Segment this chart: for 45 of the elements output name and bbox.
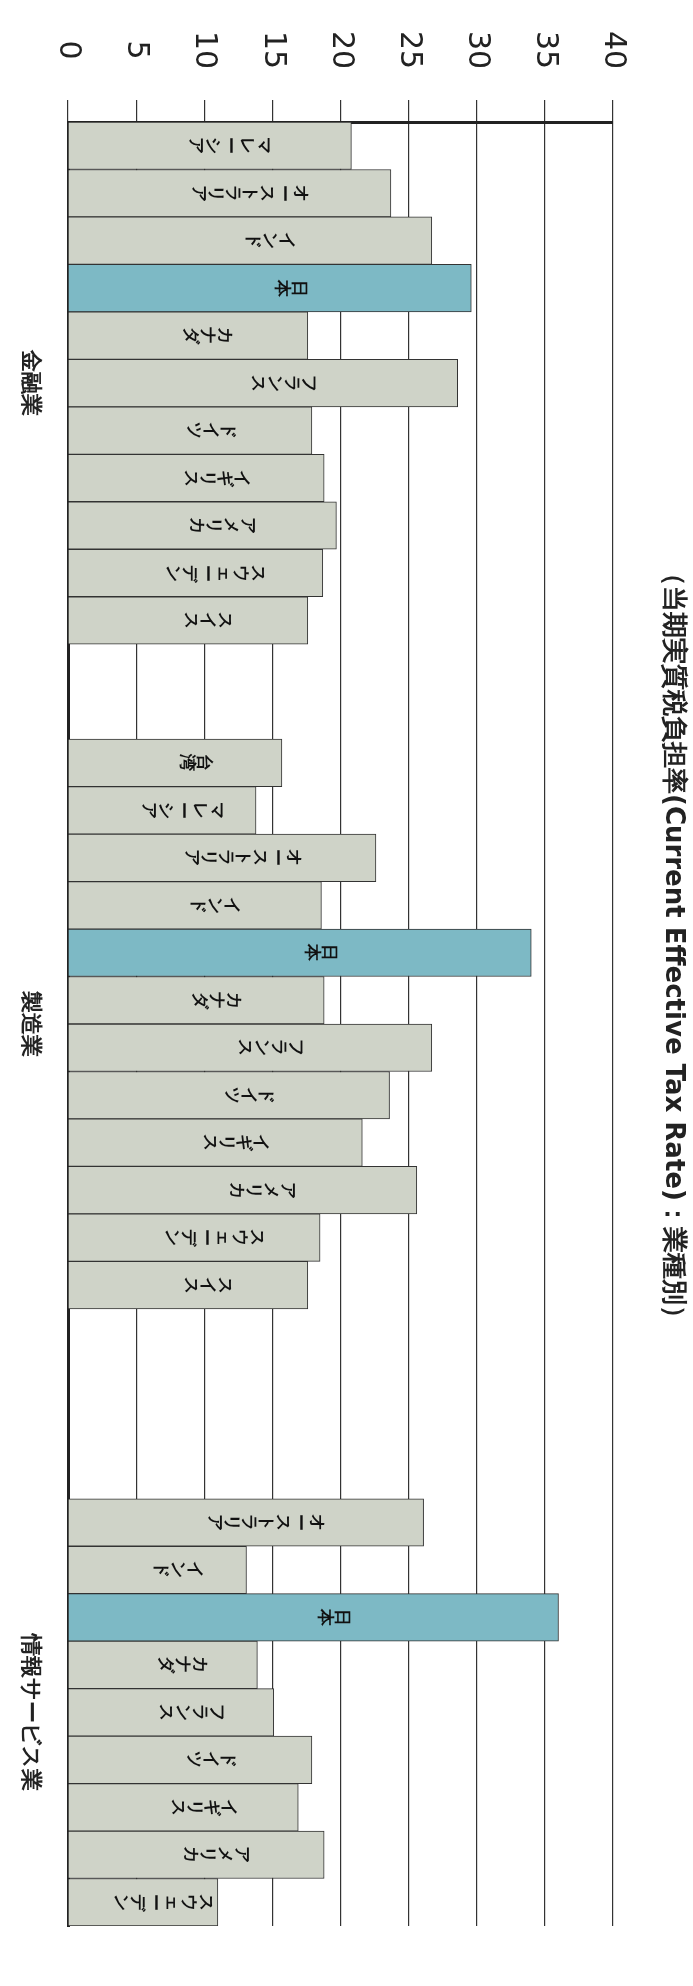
y-tick-label: オーストラリア [206, 1513, 329, 1531]
y-tick-label: フランス [235, 1039, 307, 1057]
y-tick-label: オーストラリア [190, 184, 313, 202]
y-tick-label: スウェーデン [163, 1229, 269, 1249]
text: 金融業 [19, 349, 45, 417]
y-tick-label: ドイツ [223, 1086, 278, 1104]
y-tick-label: スウェーデン [112, 1893, 218, 1913]
x-tick-label: 30 [461, 30, 497, 70]
x-tick-label: 15 [257, 30, 293, 70]
y-tick-label: インド [189, 896, 244, 914]
y-tick-label: 日本 [272, 278, 310, 298]
y-tick-label: アメリカ [228, 1181, 300, 1199]
x-tick-label: 20 [325, 30, 361, 70]
y-tick-label: マレーシア [139, 801, 228, 819]
text: 製造業 [19, 990, 45, 1057]
x-tick-label: 25 [393, 30, 429, 70]
y-tick-label: フランス [248, 374, 320, 392]
y-tick-label: スウェーデン [164, 564, 270, 584]
y-tick-label: フランス [156, 1703, 228, 1721]
y-tick-label: アメリカ [182, 1846, 254, 1864]
y-tick-label: カナダ [182, 327, 237, 346]
x-tick-label: 35 [530, 30, 566, 70]
x-tick-label: 10 [189, 30, 225, 70]
y-tick-label: スイス [182, 1276, 237, 1294]
y-tick-label: インド [244, 232, 299, 250]
text: （当期実質税負担率(Current Effective Tax Rate)：業種別） [659, 560, 691, 1333]
y-tick-label: オーストラリア [182, 849, 305, 867]
y-tick-label: イギリス [169, 1798, 241, 1817]
y-tick-label: アメリカ [188, 517, 260, 535]
y-tick-label: カナダ [157, 1656, 212, 1675]
y-tick-label: カナダ [190, 991, 245, 1010]
y-tick-label: 日本 [302, 943, 340, 963]
y-tick-label: マレーシア [187, 137, 276, 155]
y-tick-label: スイス [182, 611, 237, 629]
x-tick-label: 0 [53, 40, 89, 60]
y-tick-label: インド [151, 1561, 206, 1579]
y-tick-label: イギリス [201, 1134, 273, 1153]
y-tick-label: 台湾 [178, 753, 216, 772]
y-tick-label: 日本 [316, 1607, 354, 1627]
x-tick-label: 40 [598, 30, 634, 70]
y-tick-label: イギリス [182, 469, 254, 488]
text: 情報サービス業 [19, 1631, 45, 1791]
y-tick-label: ドイツ [184, 1751, 239, 1769]
x-tick-label: 5 [121, 40, 157, 60]
y-tick-label: ドイツ [184, 422, 239, 440]
